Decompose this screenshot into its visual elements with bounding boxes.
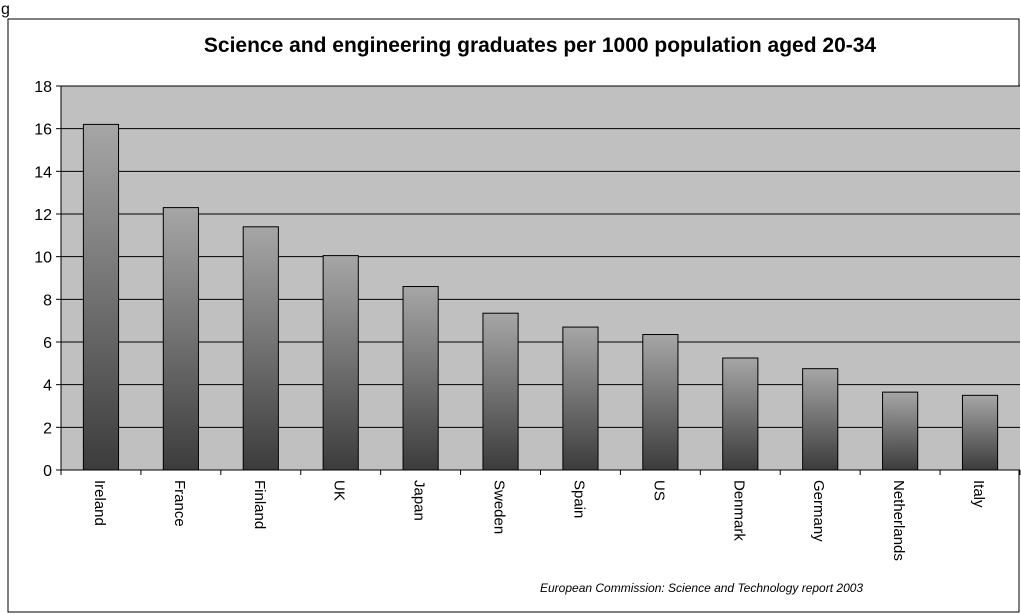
- bar-uk: [322, 255, 359, 471]
- x-category-label: UK: [331, 480, 348, 501]
- y-tick-label: 16: [34, 122, 52, 139]
- bar-italy: [961, 394, 999, 471]
- y-tick-label: 10: [34, 250, 52, 267]
- source-note: European Commission: Science and Technol…: [540, 581, 863, 595]
- y-tick-label: 12: [34, 207, 52, 224]
- y-tick-label: 8: [43, 292, 52, 309]
- bar-spain: [562, 326, 599, 471]
- x-category-label: Ireland: [91, 480, 108, 526]
- figure-label: g: [1, 1, 10, 18]
- bar-germany: [802, 368, 839, 471]
- bar-sweden: [482, 312, 519, 471]
- x-category-label: US: [650, 480, 667, 501]
- gridlines: [56, 85, 1020, 471]
- x-category-label: Italy: [970, 480, 987, 508]
- chart-title: Science and engineering graduates per 10…: [204, 34, 877, 57]
- x-category-label: Netherlands: [890, 480, 907, 561]
- x-category-label: Sweden: [491, 480, 508, 534]
- bar-netherlands: [882, 391, 919, 471]
- plot-area: [61, 86, 1020, 470]
- bar-france: [162, 207, 199, 471]
- x-category-label: Spain: [570, 480, 587, 518]
- bar-japan: [402, 286, 439, 471]
- y-tick-label: 0: [43, 463, 52, 480]
- x-category-label: Finland: [251, 480, 268, 529]
- bar-finland: [242, 226, 279, 471]
- bar-denmark: [722, 357, 759, 471]
- x-category-label: France: [171, 480, 188, 527]
- bar-us: [642, 334, 679, 471]
- y-tick-label: 2: [43, 420, 52, 437]
- y-tick-label: 18: [34, 79, 52, 96]
- bars: [82, 123, 999, 471]
- x-category-label: Denmark: [730, 480, 747, 541]
- x-category-labels: Ireland France Finland UK Japan Sweden Spain US…: [60, 470, 1021, 561]
- y-tick-label: 6: [43, 335, 52, 352]
- bar-ireland: [82, 123, 120, 471]
- y-tick-label: 4: [43, 378, 52, 395]
- x-category-label: Japan: [411, 480, 428, 521]
- y-tick-label: 14: [34, 164, 52, 181]
- y-tick-labels: 0 2 4 6 8 10 12 14 16 18: [34, 79, 52, 480]
- x-category-label: Germany: [810, 480, 827, 542]
